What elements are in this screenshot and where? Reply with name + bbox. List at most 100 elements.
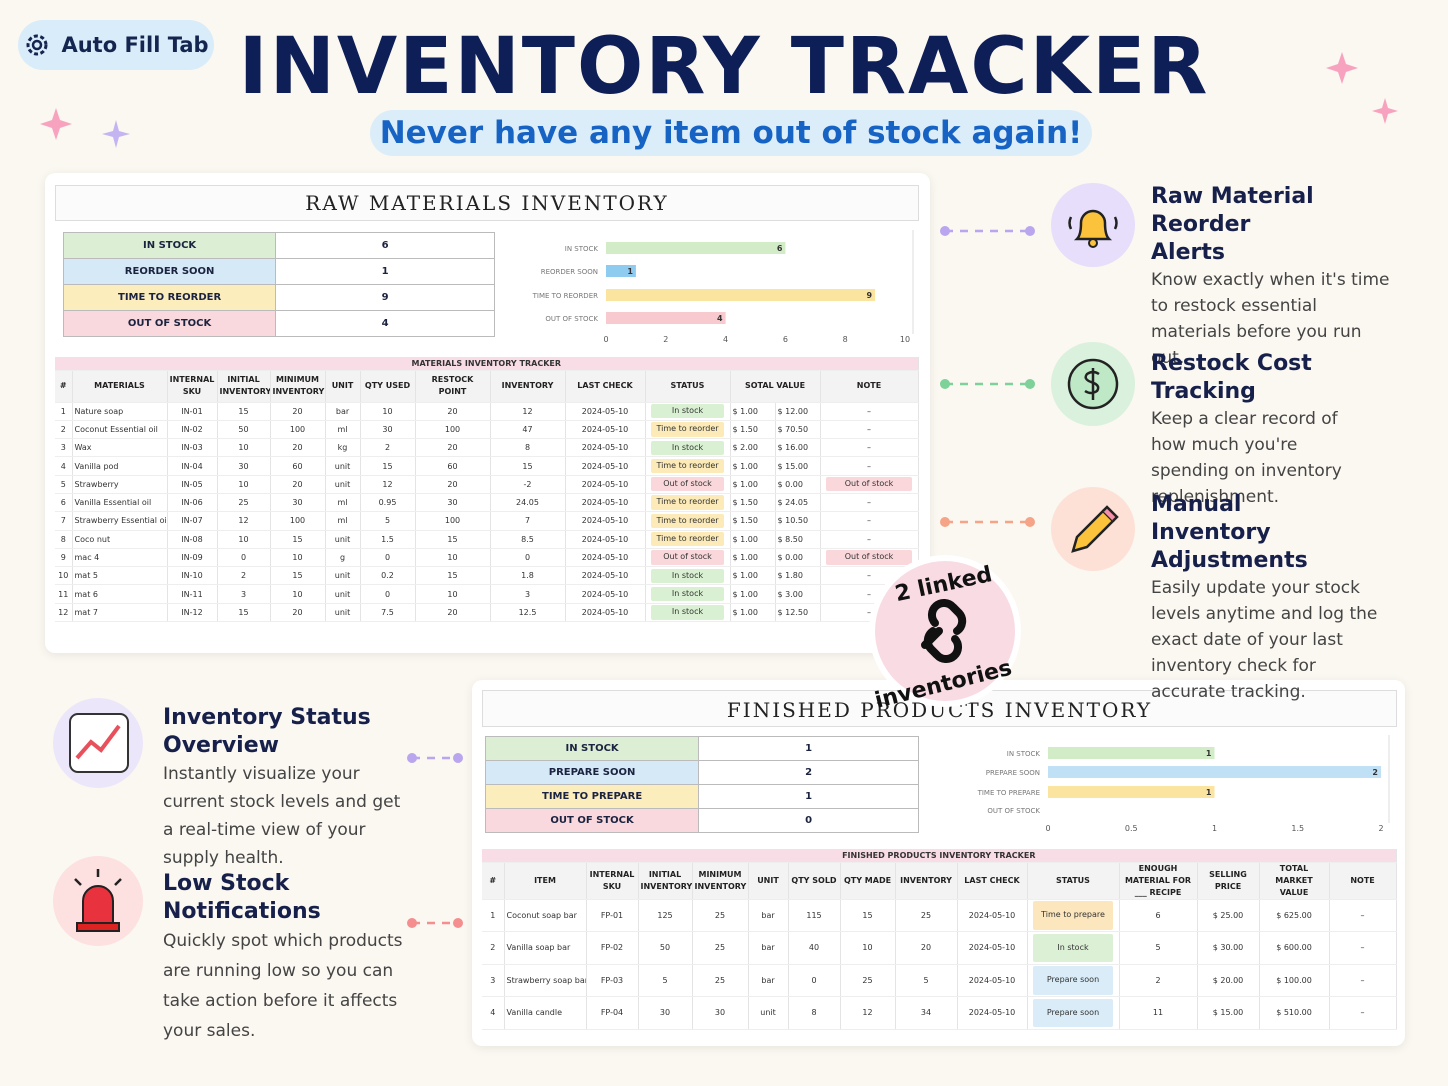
table-cell: $ 15.00	[1197, 996, 1260, 1030]
auto-fill-badge[interactable]: Auto Fill Tab	[18, 20, 214, 70]
status-pill: In stock	[650, 586, 725, 602]
table-cell: 1	[55, 402, 73, 421]
table-cell: Strawberry soap bar	[504, 964, 587, 997]
summary-row: PREPARE SOON 2	[484, 760, 919, 785]
value-label: 9	[867, 291, 873, 300]
table-cell: 5	[638, 964, 693, 997]
table-cell: 20	[270, 402, 326, 421]
table-cell: 10	[415, 584, 491, 604]
table-cell: 5	[360, 511, 416, 531]
table-cell: 15	[360, 456, 416, 476]
status-cell: Time to reorder	[645, 456, 731, 476]
table-cell: 0	[360, 584, 416, 604]
table-cell: IN-10	[167, 566, 218, 586]
column-header: NOTE	[1329, 862, 1397, 900]
table-cell: 60	[270, 456, 326, 476]
money-cell: $ 1.00	[730, 548, 776, 568]
table-cell: 15	[490, 456, 566, 476]
value-label: 4	[717, 314, 723, 323]
table-cell: 15	[217, 402, 271, 421]
table-cell: 5	[1119, 931, 1198, 965]
table-cell: IN-06	[167, 493, 218, 513]
table-cell: 3	[55, 438, 73, 458]
value-label: 1	[1206, 788, 1212, 797]
table-cell: 10	[360, 402, 416, 421]
table-cell: 2024-05-10	[565, 584, 646, 604]
table-row: 7 Strawberry Essential oil IN-07 12 100 ml 5 10…	[55, 511, 919, 531]
dollar-icon	[1051, 342, 1135, 426]
table-cell: 2	[217, 566, 271, 586]
feature-title: Low Stock Notifications	[163, 871, 321, 924]
table-cell: unit	[325, 603, 361, 623]
table-cell: 0	[217, 548, 271, 568]
money-cell: $ 1.00	[730, 475, 776, 494]
status-cell: Out of stock	[645, 475, 731, 494]
table-caption: MATERIALS INVENTORY TRACKER	[55, 357, 919, 371]
finished-table: FINISHED PRODUCTS INVENTORY TRACKER # ITEM…	[482, 849, 1397, 1030]
money-cell: $ 1.80	[775, 566, 821, 586]
table-cell: 11	[1119, 996, 1198, 1030]
x-tick-label: 1	[1212, 824, 1217, 833]
page-subtitle: Never have any item out of stock again!	[370, 110, 1092, 156]
table-cell: mat 7	[72, 603, 168, 623]
category-label: REORDER SOON	[541, 268, 598, 276]
table-cell: IN-05	[167, 475, 218, 494]
table-cell: 15	[270, 566, 326, 586]
feature-title: Raw Material Reorder Alerts	[1151, 184, 1314, 265]
feature-title: Manual Inventory Adjustments	[1151, 492, 1308, 573]
column-header: UNIT	[748, 862, 789, 900]
column-header: QTY MADE	[840, 862, 896, 900]
status-cell: Prepare soon	[1027, 996, 1120, 1030]
table-cell: 10	[55, 566, 73, 586]
status-pill: Time to reorder	[650, 458, 725, 474]
table-cell: $ 30.00	[1197, 931, 1260, 965]
table-cell: 10	[270, 548, 326, 568]
summary-row: IN STOCK 6	[62, 232, 495, 259]
category-label: TIME TO PREPARE	[977, 789, 1040, 797]
x-tick-label: 8	[843, 335, 848, 344]
summary-label: TIME TO REORDER	[62, 284, 277, 311]
table-cell: –	[820, 511, 919, 531]
value-label: 1	[1206, 749, 1212, 758]
summary-label: IN STOCK	[62, 232, 277, 259]
status-cell: Time to reorder	[645, 530, 731, 549]
table-cell: $ 625.00	[1259, 899, 1330, 932]
table-cell: IN-01	[167, 402, 218, 421]
x-tick-label: 4	[723, 335, 728, 344]
table-cell: kg	[325, 438, 361, 458]
table-cell: IN-11	[167, 584, 218, 604]
table-cell: IN-02	[167, 420, 218, 440]
table-cell: 25	[692, 931, 749, 965]
bell-icon	[1051, 183, 1135, 267]
status-pill: Prepare soon	[1032, 966, 1114, 995]
table-cell: $ 600.00	[1259, 931, 1330, 965]
table-cell: 7.5	[360, 603, 416, 623]
table-cell: FP-01	[586, 899, 639, 932]
table-cell: Coconut Essential oil	[72, 420, 168, 440]
status-cell: Out of stock	[645, 548, 731, 568]
table-cell: 30	[360, 420, 416, 440]
summary-value: 9	[275, 284, 495, 311]
table-cell: 0.2	[360, 566, 416, 586]
table-cell: 2024-05-10	[565, 530, 646, 549]
table-cell: 2024-05-10	[565, 548, 646, 568]
table-cell: ml	[325, 420, 361, 440]
column-header: ITEM	[504, 862, 587, 900]
table-cell: 125	[638, 899, 693, 932]
value-label: 6	[777, 244, 783, 253]
table-row: 5 Strawberry IN-05 10 20 unit 12 20 -2 2024-05-10…	[55, 475, 919, 494]
table-cell: 50	[638, 931, 693, 965]
bar	[606, 242, 786, 254]
status-cell: In stock	[645, 402, 731, 421]
table-cell: $ 510.00	[1259, 996, 1330, 1030]
category-label: TIME TO REORDER	[532, 292, 599, 300]
table-cell: 47	[490, 420, 566, 440]
table-cell: 6	[1119, 899, 1198, 932]
table-cell: mat 6	[72, 584, 168, 604]
status-pill: Time to reorder	[650, 513, 725, 529]
table-cell: 3	[482, 964, 505, 997]
table-row: 12 mat 7 IN-12 15 20 unit 7.5 20 12.5 2024-05-10 I…	[55, 603, 919, 623]
status-cell: Out of stock	[820, 475, 919, 494]
table-cell: Vanilla soap bar	[504, 931, 587, 965]
table-cell: unit	[325, 456, 361, 476]
